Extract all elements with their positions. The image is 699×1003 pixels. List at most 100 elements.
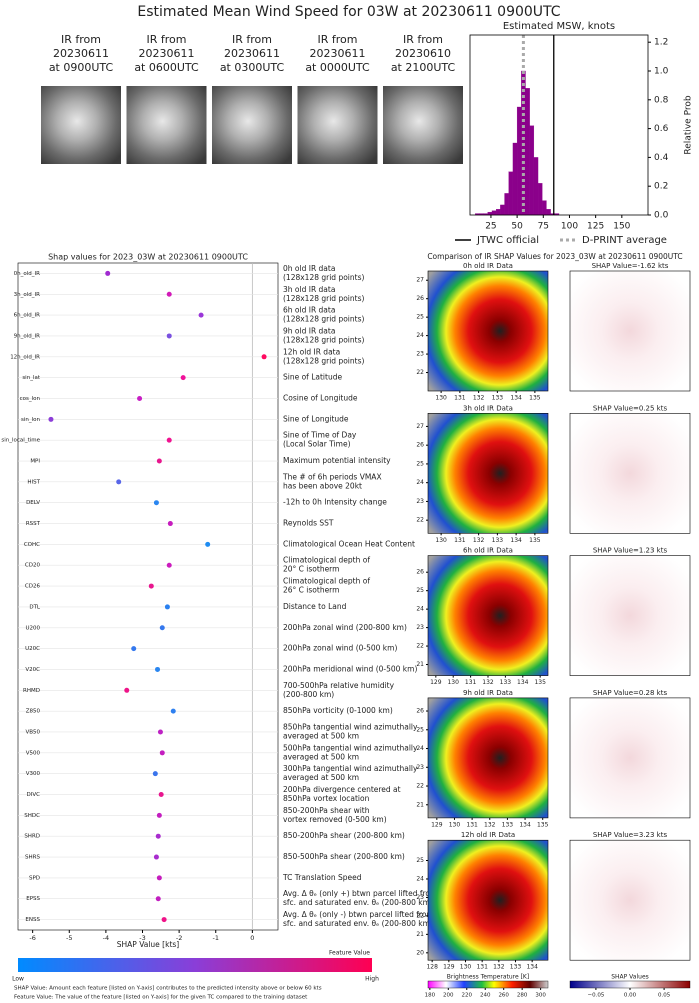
- y-tick-label: V20C: [25, 667, 40, 673]
- histogram-bar: [504, 193, 509, 216]
- shap-image: [569, 412, 691, 534]
- x-tick-label: 130: [435, 537, 447, 544]
- feature-description: 500hPa tangential wind azimuthally: [283, 743, 418, 752]
- plot-frame: [17, 262, 279, 931]
- y-tick-label: COHC: [24, 542, 40, 548]
- feature-description: (200-800 km): [283, 690, 334, 699]
- shap-dot: [261, 354, 267, 360]
- colorbar-tick-label: 260: [498, 993, 509, 999]
- shap-dot: [48, 416, 54, 422]
- feature-description: Avg. Δ θₑ (only +) btwn parcel lifted fr…: [283, 889, 437, 898]
- feature-description: 26° C isotherm: [283, 586, 339, 595]
- y-tick-label: 22: [416, 783, 424, 790]
- shap-dot: [152, 771, 158, 777]
- y-tick-label: sin_lon: [21, 417, 41, 423]
- feature-description: averaged at 500 km: [283, 752, 359, 761]
- colorbar: [569, 980, 691, 989]
- shap-image: [569, 697, 691, 819]
- shap-dot: [105, 270, 111, 276]
- shap-dot: [164, 604, 170, 610]
- histogram-bar: [512, 142, 518, 216]
- colorbar-tick-label: 300: [535, 993, 546, 999]
- thumbnail-label: IR from: [61, 33, 101, 46]
- shap-title: SHAP Value=3.23 kts: [593, 831, 668, 839]
- feature-description: Climatological Ocean Heat Content: [283, 539, 415, 548]
- y-tick-label: 1.0: [654, 67, 669, 77]
- thumbnail-label: 20230610: [395, 47, 451, 60]
- x-tick-label: 134: [510, 395, 522, 402]
- y-tick-label: 26: [416, 569, 424, 576]
- y-tick-label: DIVC: [27, 792, 41, 798]
- x-tick-label: 135: [534, 679, 546, 686]
- chart-title: Estimated MSW, knots: [503, 21, 615, 32]
- ir-image: [427, 555, 549, 676]
- feature-description: vortex removed (0-500 km): [283, 815, 387, 824]
- y-tick-label: 27: [416, 277, 424, 284]
- footnote: SHAP Value: Amount each feature [listed …: [14, 986, 322, 992]
- y-tick-label: SHRD: [24, 834, 40, 840]
- legend-label: D-PRINT average: [582, 235, 667, 246]
- y-tick-label: 1.2: [654, 38, 668, 48]
- y-tick-label: Z850: [26, 709, 41, 715]
- y-tick-label: HIST: [27, 479, 40, 485]
- x-tick-label: 125: [587, 222, 604, 232]
- y-tick-label: ENSS: [25, 917, 40, 923]
- y-tick-label: 0.4: [654, 153, 669, 163]
- y-tick-label: 20: [416, 949, 424, 956]
- feature-description: 20° C isotherm: [283, 565, 339, 574]
- feature-description: Reynolds SST: [283, 519, 334, 528]
- feature-description: Maximum potential intensity: [283, 456, 391, 465]
- shap-dot: [156, 458, 162, 464]
- feature-description: 200hPa divergence centered at: [283, 785, 401, 794]
- thumbnail-label: 20230611: [310, 47, 366, 60]
- ir-title: 6h old IR Data: [463, 547, 513, 555]
- thumbnail-label: at 0600UTC: [134, 61, 199, 74]
- shap-title: SHAP Value=0.28 kts: [593, 689, 668, 697]
- feature-description: Climatological depth of: [283, 577, 370, 586]
- x-tick-label: 134: [519, 821, 531, 828]
- thumbnail-label: 20230611: [53, 47, 109, 60]
- feature-description: The # of 6h periods VMAX: [282, 472, 382, 481]
- y-tick-label: 21: [416, 931, 424, 938]
- thumbnail-label: IR from: [232, 33, 272, 46]
- feature-description: 200hPa zonal wind (200-800 km): [283, 623, 407, 632]
- thumbnail-image: [126, 86, 207, 164]
- y-tick-label: CD26: [25, 584, 41, 590]
- shap-dot: [155, 833, 161, 839]
- y-tick-label: 26: [416, 295, 424, 302]
- x-tick-label: 133: [500, 679, 512, 686]
- x-tick-label: 130: [449, 821, 461, 828]
- y-tick-label: sin_local_time: [1, 438, 40, 444]
- histogram-bar: [500, 204, 505, 216]
- shap-dot: [159, 750, 165, 756]
- ir-image: [427, 839, 549, 961]
- y-tick-label: SHRS: [25, 855, 40, 861]
- feature-description: Avg. Δ θₑ (only -) btwn parcel lifted fr…: [283, 910, 434, 919]
- ir-title: 3h old IR Data: [463, 404, 513, 412]
- shap-dot: [116, 479, 122, 485]
- y-tick-label: DTL: [29, 604, 41, 610]
- feature-description: 6h old IR data: [283, 306, 335, 315]
- x-tick-label: 128: [426, 964, 438, 971]
- colorbar-tick-label: 220: [462, 993, 473, 999]
- y-tick-label: 3h_old_IR: [14, 292, 40, 298]
- y-tick-label: 24: [416, 875, 424, 882]
- shap-dot: [155, 896, 161, 902]
- y-tick-label: DELV: [26, 500, 40, 506]
- feature-description: (128x128 grid points): [283, 356, 364, 365]
- y-tick-label: 24: [416, 606, 424, 613]
- comparison-title: Comparison of IR SHAP Values for 2023_03…: [427, 252, 682, 261]
- ir-image: [427, 412, 549, 534]
- histogram-bar: [529, 125, 535, 216]
- x-tick-label: 75: [538, 222, 549, 232]
- feature-description: 850-200hPa shear (200-800 km): [283, 831, 405, 840]
- y-tick-label: 23: [416, 764, 424, 771]
- x-tick-label: -4: [103, 934, 109, 942]
- shap-title: SHAP Value=-1.62 kts: [592, 262, 669, 270]
- feature-description: has been above 20kt: [283, 481, 362, 490]
- colorbar-low: Low: [12, 976, 24, 983]
- x-tick-label: 0: [250, 934, 254, 942]
- feature-description: 850hPa vortex location: [283, 794, 370, 803]
